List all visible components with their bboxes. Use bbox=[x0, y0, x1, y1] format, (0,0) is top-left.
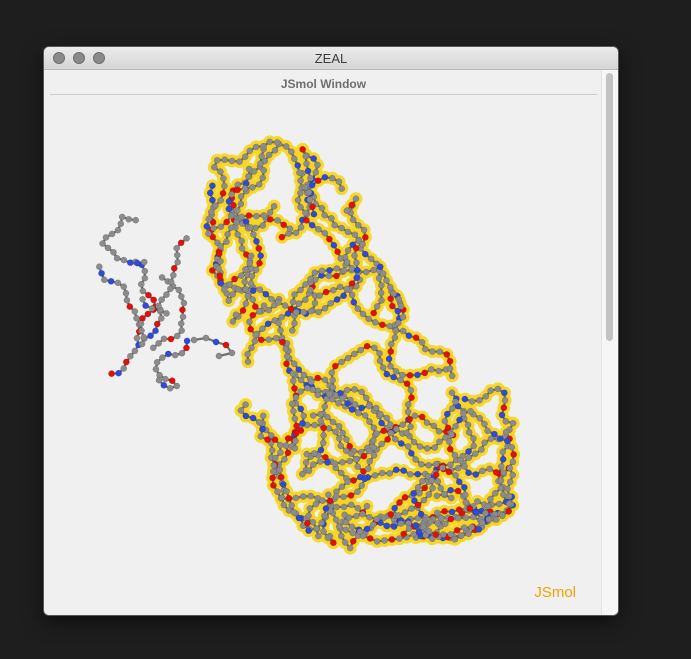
panel-title: JSmol Window bbox=[280, 77, 367, 91]
panel-divider bbox=[50, 94, 597, 95]
vertical-scrollbar[interactable] bbox=[601, 70, 618, 615]
app-window: ZEAL JSmol Window JSmol bbox=[44, 47, 618, 615]
close-button[interactable] bbox=[53, 52, 65, 64]
protein-structure[interactable] bbox=[200, 135, 521, 555]
minimize-button[interactable] bbox=[73, 52, 85, 64]
window-title: ZEAL bbox=[314, 51, 348, 66]
title-bar[interactable]: ZEAL bbox=[44, 47, 618, 70]
ligand-structure[interactable] bbox=[95, 213, 236, 392]
molecule-viewer[interactable] bbox=[44, 70, 602, 615]
jsmol-watermark: JSmol bbox=[534, 584, 576, 601]
jsmol-panel: JSmol Window JSmol bbox=[44, 70, 602, 615]
maximize-button[interactable] bbox=[93, 52, 105, 64]
scroll-thumb[interactable] bbox=[606, 73, 613, 341]
